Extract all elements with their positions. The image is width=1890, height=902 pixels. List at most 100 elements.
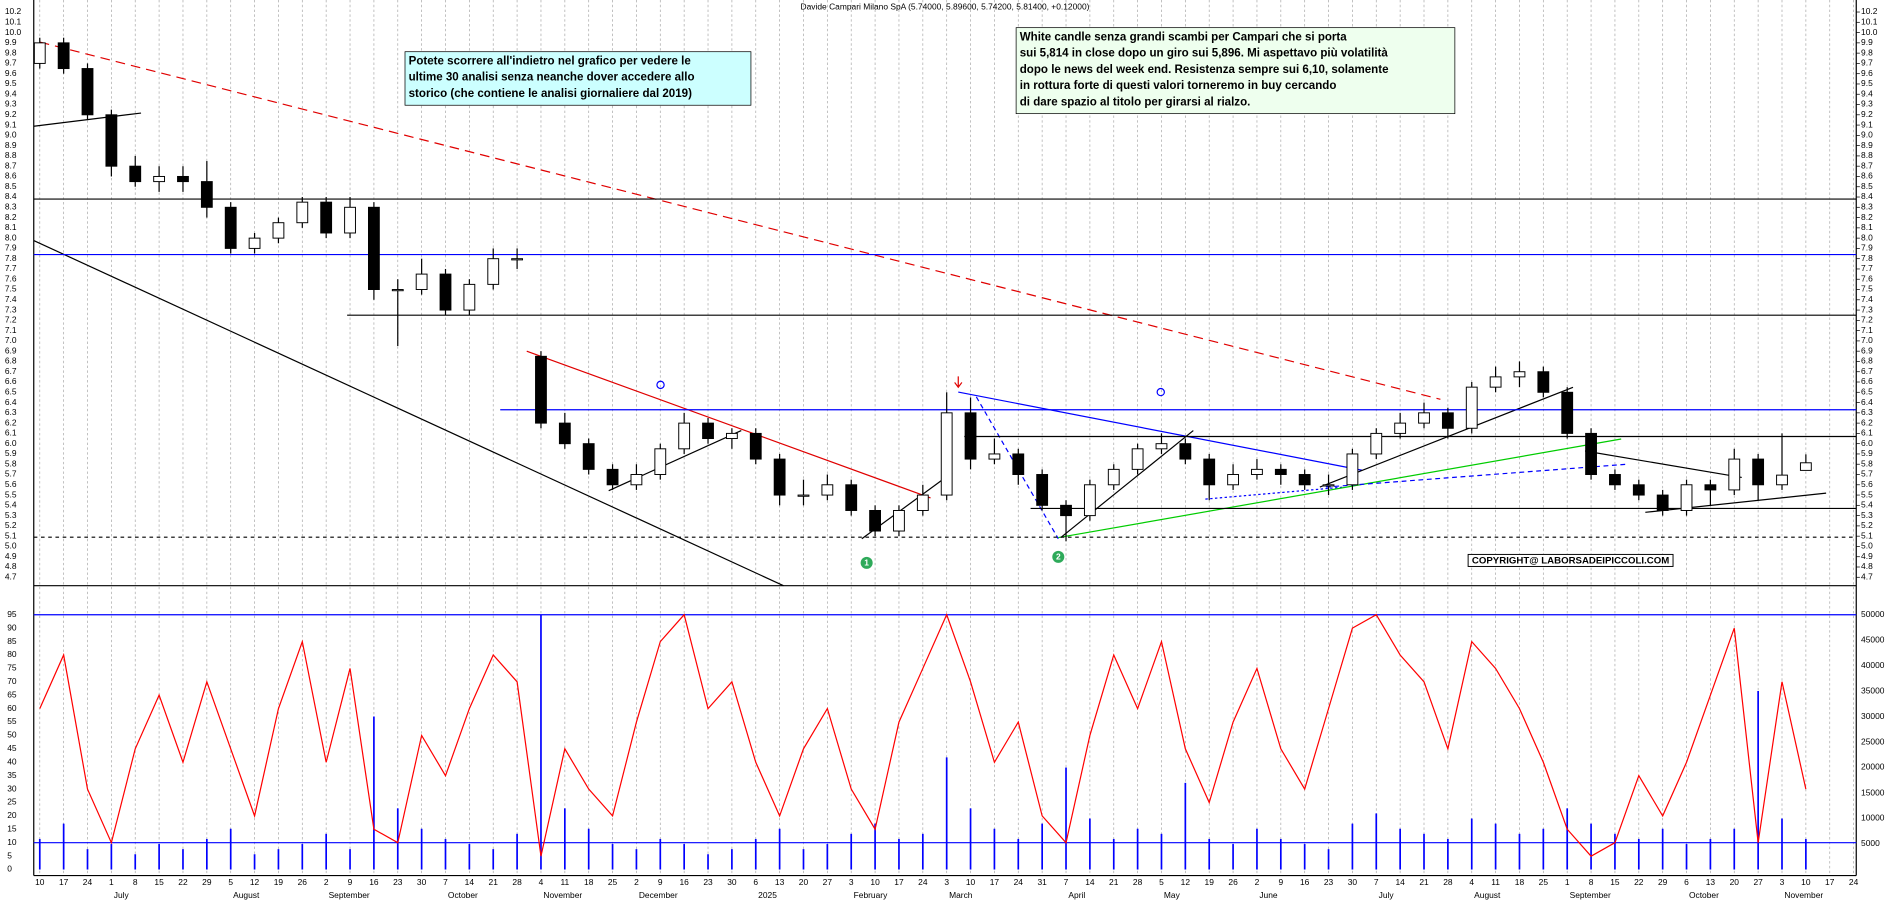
x-month-label: May <box>1164 890 1181 900</box>
y-tick-label: 15 <box>7 824 17 834</box>
signal-icon <box>1156 387 1165 397</box>
y-tick-label: 9.2 <box>1861 109 1873 119</box>
y2-tick-label: 40000 <box>1861 660 1885 670</box>
candle-body <box>797 494 810 497</box>
y-tick-label: 50 <box>7 730 17 740</box>
x-tick-label: 6 <box>753 877 758 887</box>
y-tick-label: 6.7 <box>5 366 17 376</box>
y-tick-label: 5.3 <box>1861 510 1873 520</box>
trendline <box>39 41 1441 400</box>
x-tick-label: 25 <box>608 877 618 887</box>
candle-body <box>81 68 94 116</box>
x-tick-label: 29 <box>1658 877 1668 887</box>
x-tick-label: 22 <box>1634 877 1644 887</box>
candle-body <box>1561 391 1574 434</box>
x-tick-label: 3 <box>944 877 949 887</box>
x-month-label: November <box>543 890 582 900</box>
y-tick-label: 6.4 <box>5 397 17 407</box>
x-tick-label: 23 <box>703 877 713 887</box>
candle-body <box>57 42 70 70</box>
x-month-label: March <box>949 890 973 900</box>
candle-body <box>1370 432 1383 455</box>
annotation-text: di dare spazio al titolo per girarsi al … <box>1020 96 1251 108</box>
candle-body <box>1418 412 1430 424</box>
candle-body <box>1465 386 1478 429</box>
candle-body <box>1107 468 1120 486</box>
y-tick-label: 5.6 <box>1861 479 1873 489</box>
y-tick-label: 6.0 <box>5 438 17 448</box>
x-tick-label: 2 <box>324 877 329 887</box>
candle-body <box>1203 458 1216 486</box>
candle-body <box>749 432 762 460</box>
candle-body <box>964 412 977 460</box>
x-tick-label: 4 <box>1469 877 1474 887</box>
y-tick-label: 5.2 <box>1861 520 1873 530</box>
y-tick-label: 8.1 <box>1861 222 1873 232</box>
marker-label: 1 <box>864 558 869 568</box>
x-month-label: April <box>1068 890 1085 900</box>
y-tick-label: 65 <box>7 689 17 699</box>
y-tick-label: 7.4 <box>5 294 17 304</box>
chart-title: Davide Campari Milano SpA (5.74000, 5.89… <box>801 1 1090 11</box>
x-tick-label: 12 <box>250 877 260 887</box>
candle-body <box>439 273 452 311</box>
candle-body <box>1656 494 1669 511</box>
y-tick-label: 7.1 <box>5 325 17 335</box>
y-tick-label: 10 <box>7 837 17 847</box>
marker-label: 2 <box>1056 552 1061 562</box>
y-tick-label: 5.3 <box>5 510 17 520</box>
candle-body <box>893 509 905 532</box>
y-tick-label: 6.2 <box>1861 417 1873 427</box>
y-tick-label: 8.7 <box>1861 160 1873 170</box>
candle-body <box>177 175 189 183</box>
candle-body <box>606 468 619 486</box>
y-tick-label: 6.5 <box>5 387 17 397</box>
oscillator-line <box>39 613 1807 857</box>
y-tick-label: 4.7 <box>5 572 17 582</box>
annotation-text: White candle senza grandi scambi per Cam… <box>1020 31 1348 43</box>
y2-tick-label: 50000 <box>1861 609 1885 619</box>
candle-body <box>940 412 953 496</box>
y-tick-label: 8.9 <box>1861 140 1873 150</box>
y-tick-label: 9.3 <box>5 99 17 109</box>
y2-tick-label: 30000 <box>1861 711 1885 721</box>
x-tick-label: 18 <box>584 877 594 887</box>
y-tick-label: 5.4 <box>1861 500 1873 510</box>
y2-tick-label: 5000 <box>1861 838 1880 848</box>
y-tick-label: 6.0 <box>1861 438 1873 448</box>
x-tick-label: 22 <box>178 877 188 887</box>
candle-body <box>1632 484 1645 496</box>
y-tick-label: 5.8 <box>1861 458 1873 468</box>
x-tick-label: 25 <box>1539 877 1549 887</box>
x-tick-label: 30 <box>1348 877 1358 887</box>
candle-body <box>535 355 547 424</box>
candle-body <box>630 474 643 486</box>
y-tick-label: 5.9 <box>1861 448 1873 458</box>
y-tick-label: 8.5 <box>5 181 17 191</box>
trendline <box>1319 386 1574 488</box>
x-tick-label: 10 <box>870 877 880 887</box>
x-tick-label: 28 <box>1443 877 1453 887</box>
x-tick-label: 9 <box>348 877 353 887</box>
trendline <box>1060 430 1194 539</box>
y-tick-label: 9.6 <box>1861 68 1873 78</box>
y-tick-label: 9.9 <box>1861 37 1873 47</box>
candle-body <box>1537 371 1550 393</box>
copyright-box <box>1467 553 1674 567</box>
y2-tick-label: 25000 <box>1861 736 1885 746</box>
x-tick-label: 23 <box>393 877 403 887</box>
y-tick-label: 5.6 <box>5 479 17 489</box>
y-tick-label: 6.6 <box>1861 376 1873 386</box>
x-month-label: 2025 <box>758 890 777 900</box>
candle-body <box>463 283 476 311</box>
y-tick-label: 5 <box>7 850 12 860</box>
y-tick-label: 5.2 <box>5 520 17 530</box>
candle-body <box>1513 371 1526 378</box>
y-tick-label: 10.2 <box>5 6 22 16</box>
y-tick-label: 30 <box>7 783 17 793</box>
y-tick-label: 7.6 <box>5 273 17 283</box>
y-tick-label: 7.5 <box>5 284 17 294</box>
x-tick-label: 12 <box>1181 877 1191 887</box>
x-tick-label: 30 <box>727 877 737 887</box>
candle-body <box>1776 474 1788 486</box>
